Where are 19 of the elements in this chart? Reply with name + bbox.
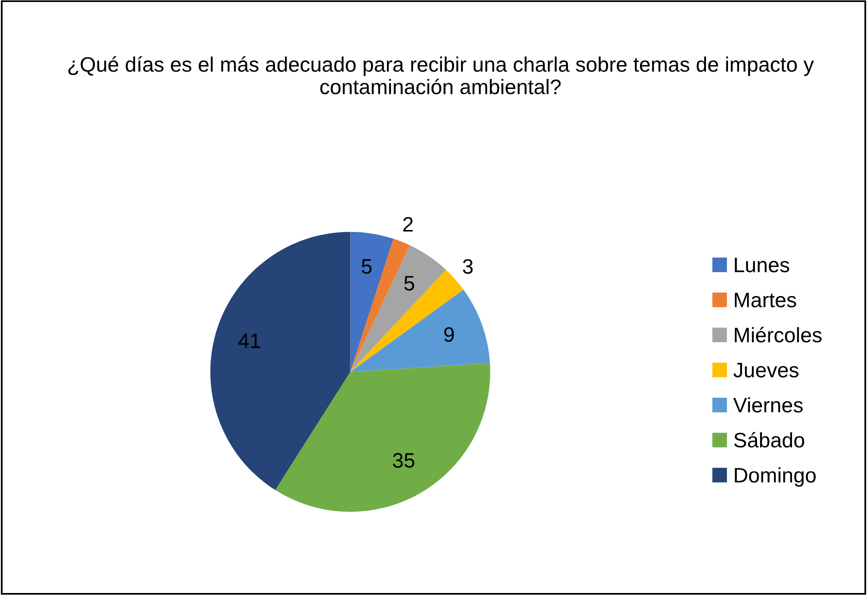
legend-label: Miércoles [734,326,822,342]
legend-label: Martes [734,292,796,308]
pie-slice [350,232,394,372]
legend-label: Jueves [734,362,798,378]
data-label: 2 [403,216,413,232]
data-label: 41 [238,334,260,348]
legend-label: Lunes [734,258,790,272]
pie-slice [275,363,490,512]
data-label: 5 [362,259,372,274]
data-label: 35 [392,453,414,468]
legend-label: Sábado [734,432,804,448]
data-label: 3 [462,259,473,274]
pie-slice [210,232,350,490]
chart-title: ¿Qué días es el más adecuado para recibir una charla sobre temas de impacto y contaminación ambiental? [68,56,814,94]
data-label: 9 [444,327,454,342]
legend-label: Viernes [733,397,803,413]
data-label: 5 [404,276,414,291]
legend-label: Domingo [734,467,816,487]
pie-slice [350,290,490,372]
